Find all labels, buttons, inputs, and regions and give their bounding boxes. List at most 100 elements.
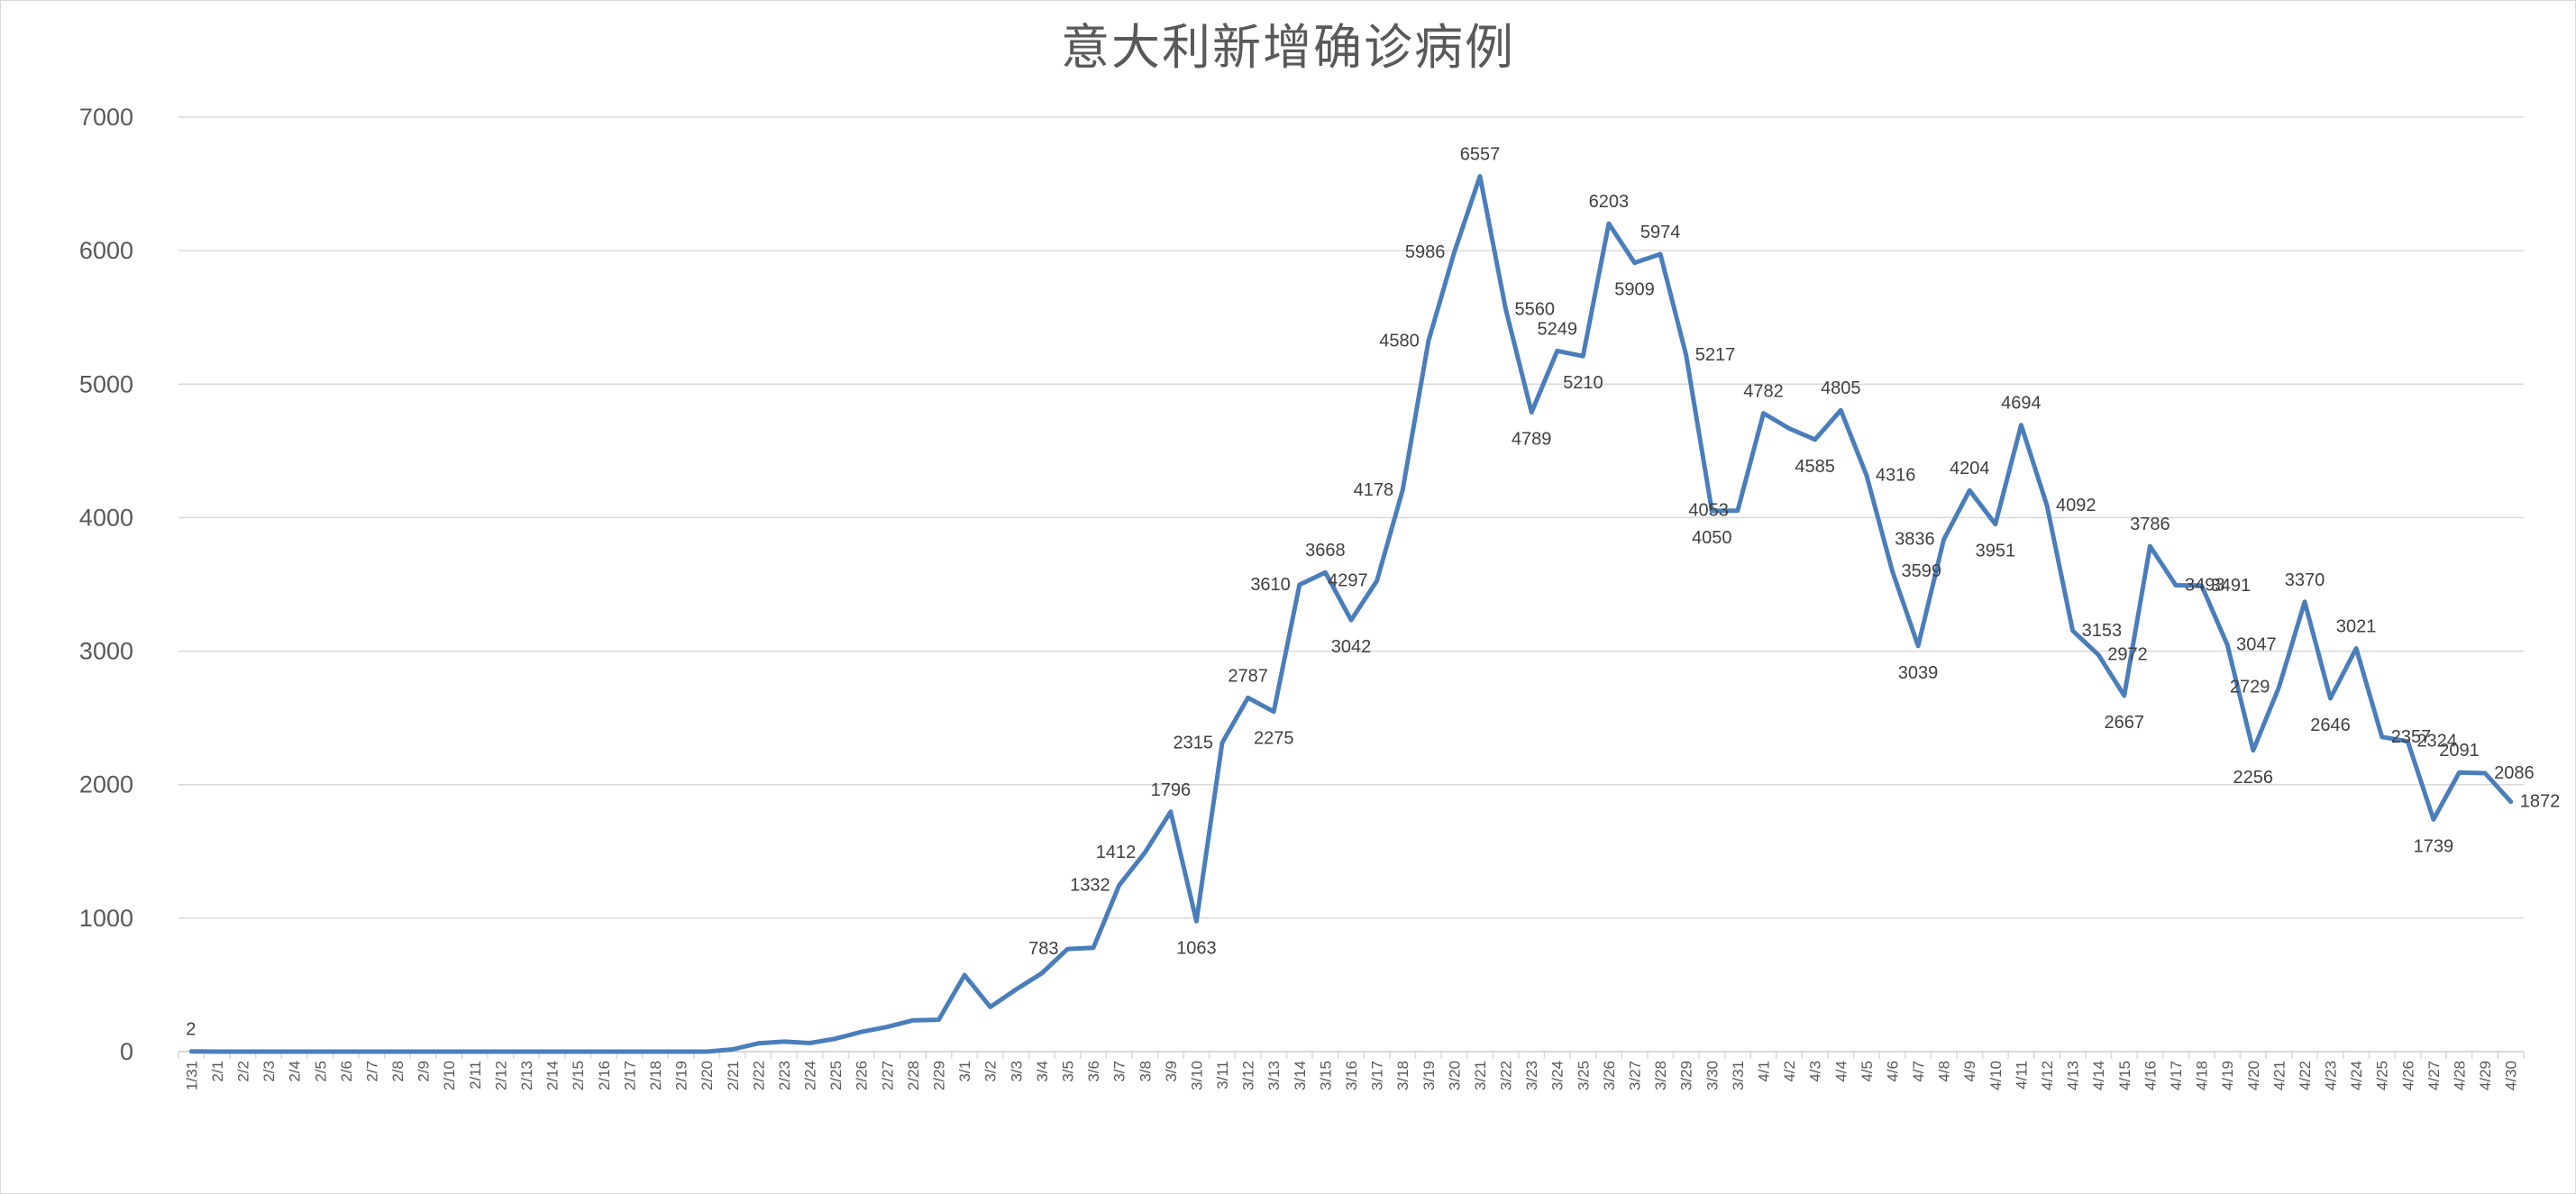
x-tick-label: 2/18 <box>647 1061 664 1090</box>
x-tick-label: 2/19 <box>673 1061 690 1090</box>
data-label: 1332 <box>1070 875 1110 895</box>
data-label: 3042 <box>1331 637 1372 657</box>
x-tick-label: 4/25 <box>2374 1061 2391 1090</box>
x-tick-label: 1/31 <box>183 1061 200 1090</box>
x-tick-label: 4/6 <box>1884 1061 1901 1082</box>
x-tick-label: 2/27 <box>879 1061 896 1090</box>
y-tick-label: 5000 <box>79 370 133 397</box>
x-tick-label: 3/1 <box>956 1061 973 1082</box>
data-label: 2 <box>186 1020 196 1040</box>
data-label: 5560 <box>1515 299 1556 319</box>
x-tick-label: 3/7 <box>1111 1061 1128 1082</box>
x-tick-label: 4/17 <box>2168 1061 2185 1090</box>
x-tick-label: 4/12 <box>2039 1061 2056 1090</box>
data-label: 783 <box>1028 939 1058 959</box>
data-label: 6557 <box>1460 145 1501 165</box>
x-tick-label: 2/15 <box>570 1061 587 1090</box>
data-label: 3493 <box>2185 576 2225 596</box>
x-tick-label: 2/25 <box>827 1061 845 1090</box>
data-label: 2091 <box>2439 741 2480 761</box>
x-tick-label: 3/10 <box>1188 1061 1205 1090</box>
data-label: 2787 <box>1228 666 1268 686</box>
x-tick-label: 3/6 <box>1085 1061 1102 1082</box>
x-tick-label: 2/13 <box>518 1061 535 1090</box>
data-label: 2315 <box>1174 733 1214 752</box>
x-tick-label: 2/29 <box>931 1061 948 1090</box>
x-tick-label: 3/29 <box>1678 1061 1695 1090</box>
x-tick-label: 4/29 <box>2477 1061 2494 1090</box>
x-tick-label: 4/10 <box>1987 1061 2005 1090</box>
x-tick-label: 4/18 <box>2194 1061 2211 1090</box>
x-tick-label: 4/3 <box>1807 1061 1824 1082</box>
x-tick-label: 3/16 <box>1343 1061 1360 1090</box>
data-label: 1872 <box>2520 792 2561 812</box>
data-label: 4782 <box>1743 382 1784 402</box>
x-tick-label: 2/3 <box>260 1061 278 1082</box>
y-tick-label: 6000 <box>79 237 133 264</box>
x-tick-label: 3/14 <box>1292 1061 1309 1090</box>
data-label: 1796 <box>1151 780 1192 800</box>
x-tick-label: 4/28 <box>2452 1061 2469 1090</box>
y-tick-label: 4000 <box>79 504 133 531</box>
x-tick-label: 2/24 <box>802 1061 819 1090</box>
x-tick-label: 2/4 <box>287 1061 304 1082</box>
x-tick-label: 4/13 <box>2065 1061 2082 1090</box>
data-label: 5217 <box>1695 345 1736 365</box>
x-tick-label: 3/25 <box>1575 1061 1592 1090</box>
data-label: 4316 <box>1876 466 1916 486</box>
x-tick-label: 4/23 <box>2323 1061 2340 1090</box>
x-tick-label: 2/12 <box>492 1061 509 1090</box>
data-label: 2667 <box>2105 713 2145 733</box>
x-tick-label: 2/11 <box>467 1061 484 1089</box>
x-tick-label: 3/19 <box>1420 1061 1438 1090</box>
data-label: 2086 <box>2494 763 2535 783</box>
x-tick-label: 4/22 <box>2297 1061 2314 1090</box>
x-tick-label: 4/30 <box>2503 1061 2520 1090</box>
x-tick-label: 3/28 <box>1652 1061 1669 1090</box>
x-tick-label: 4/4 <box>1832 1061 1850 1082</box>
x-tick-label: 2/16 <box>596 1061 613 1090</box>
x-tick-label: 3/27 <box>1627 1061 1644 1090</box>
x-tick-label: 4/5 <box>1859 1061 1876 1082</box>
x-tick-label: 2/6 <box>338 1061 355 1082</box>
data-label: 5210 <box>1563 373 1603 393</box>
data-label: 2275 <box>1254 729 1294 749</box>
x-tick-label: 2/9 <box>416 1061 433 1082</box>
x-tick-label: 2/28 <box>905 1061 922 1090</box>
data-label: 5986 <box>1405 242 1446 262</box>
x-tick-label: 2/5 <box>312 1061 329 1082</box>
x-tick-label: 4/16 <box>2142 1061 2159 1090</box>
data-label: 3370 <box>2285 570 2325 590</box>
x-tick-label: 3/13 <box>1265 1061 1283 1090</box>
x-tick-label: 2/2 <box>234 1061 251 1082</box>
y-tick-label: 1000 <box>79 905 133 932</box>
x-tick-label: 2/22 <box>750 1061 767 1090</box>
x-tick-label: 3/18 <box>1394 1061 1411 1090</box>
data-label: 4297 <box>1328 571 1368 591</box>
x-tick-label: 2/14 <box>544 1061 562 1090</box>
series-line <box>188 174 2514 1054</box>
x-tick-label: 3/22 <box>1498 1061 1515 1090</box>
data-label: 6203 <box>1589 192 1630 212</box>
data-label: 4178 <box>1354 480 1394 500</box>
data-label: 3836 <box>1895 530 1935 550</box>
x-tick-label: 3/8 <box>1137 1061 1154 1082</box>
x-tick-label: 4/9 <box>1961 1061 1978 1082</box>
x-tick-label: 4/14 <box>2090 1061 2107 1090</box>
x-tick-label: 3/23 <box>1523 1061 1540 1090</box>
data-label: 3153 <box>2082 621 2123 641</box>
x-tick-label: 3/2 <box>982 1061 1000 1082</box>
x-tick-label: 3/21 <box>1472 1061 1489 1090</box>
y-tick-label: 0 <box>120 1038 133 1065</box>
x-tick-label: 2/20 <box>699 1061 716 1090</box>
data-label: 3668 <box>1305 541 1346 561</box>
data-label: 4585 <box>1795 457 1835 477</box>
x-tick-label: 4/19 <box>2219 1061 2236 1090</box>
x-tick-label: 3/26 <box>1601 1061 1618 1090</box>
x-tick-label: 4/1 <box>1755 1061 1772 1082</box>
data-label: 5249 <box>1537 319 1577 339</box>
data-label: 4050 <box>1692 528 1732 548</box>
chart-title: 意大利新增确诊病例 <box>1061 19 1515 76</box>
x-tick-label: 4/2 <box>1781 1061 1798 1082</box>
y-tick-label: 3000 <box>79 638 133 665</box>
